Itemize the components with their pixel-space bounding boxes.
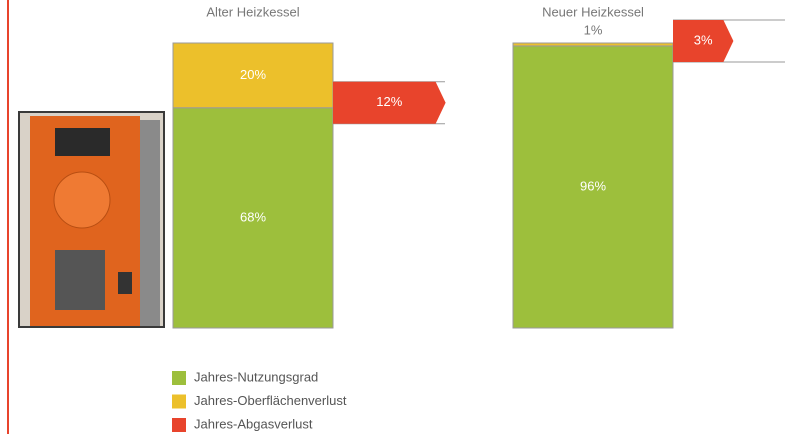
data-label: 3% [694, 32, 713, 47]
loss-arrow [333, 81, 446, 124]
loss-arrow [673, 19, 734, 62]
legend-swatch [172, 394, 186, 409]
legend-label: Jahres-Oberflächenverlust [194, 393, 347, 408]
data-label: 12% [376, 94, 402, 109]
legend-label: Jahres-Abgasverlust [194, 416, 313, 431]
legend-swatch [172, 371, 186, 385]
data-label: 96% [580, 178, 606, 193]
data-label: 1% [584, 22, 603, 37]
bar-segment [512, 45, 674, 329]
data-label: 20% [240, 67, 266, 82]
legend-swatch [172, 418, 186, 432]
bar-segment [172, 42, 334, 109]
data-label: 68% [240, 209, 266, 224]
legend-label: Jahres-Nutzungsgrad [194, 369, 318, 384]
category-label: Alter Heizkessel [206, 4, 299, 19]
category-label: Neuer Heizkessel [542, 4, 644, 19]
boiler-photo [18, 111, 165, 328]
bar-segment [512, 42, 674, 47]
